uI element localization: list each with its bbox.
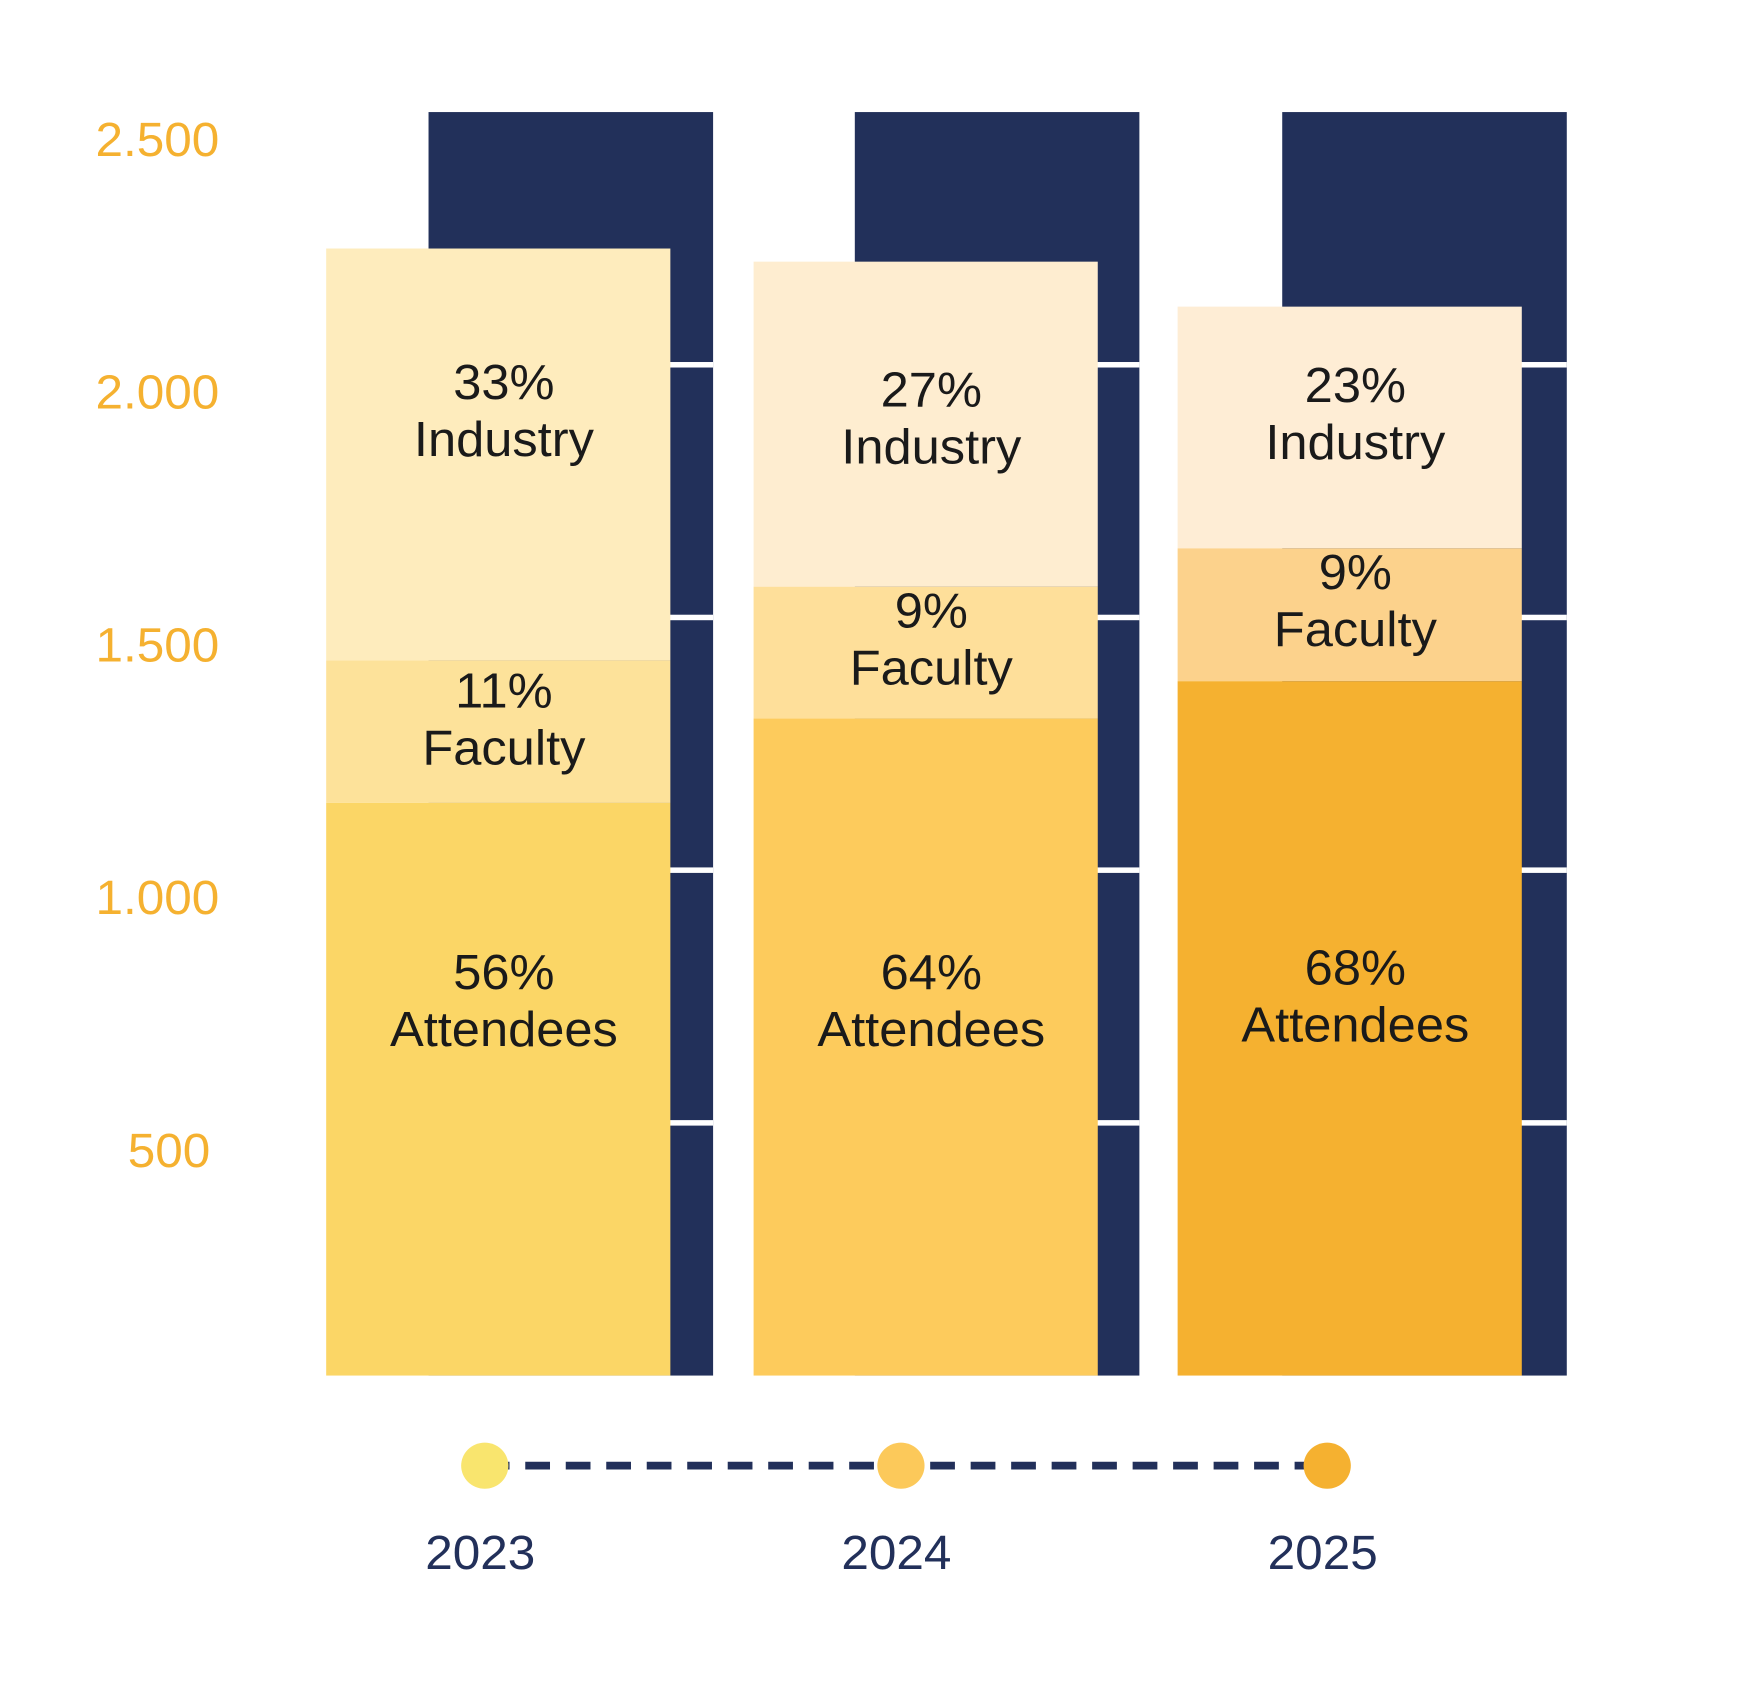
x-category-label: 2024 — [841, 1526, 951, 1579]
y-tick-label: 2.500 — [96, 114, 220, 167]
y-axis-labels: 500 1.000 1.500 2.000 2.500 — [96, 114, 220, 1178]
segment-name-label: Attendees — [817, 1001, 1045, 1056]
bar-segment-industry-2025 — [1177, 306, 1522, 549]
segment-name-label: Attendees — [1241, 997, 1469, 1052]
bar-segment-faculty-2024 — [753, 586, 1098, 719]
segment-percent-label: 9% — [895, 583, 968, 638]
y-tick-label: 500 — [128, 1124, 211, 1177]
segment-percent-label: 11% — [455, 663, 553, 718]
segment-name-label: Industry — [414, 411, 594, 466]
timeline-dot-2024 — [877, 1442, 925, 1489]
segment-name-label: Industry — [841, 419, 1021, 474]
segment-name-label: Faculty — [422, 720, 585, 775]
bar-segment-attendees-2025 — [1177, 681, 1522, 1376]
bar-segment-faculty-2023 — [326, 660, 671, 803]
y-tick-label: 2.000 — [96, 366, 220, 419]
segment-percent-label: 9% — [1319, 544, 1392, 599]
segment-name-label: Faculty — [850, 640, 1013, 695]
bar-segment-industry-2023 — [326, 248, 671, 661]
x-category-label: 2023 — [425, 1526, 535, 1579]
segment-name-label: Industry — [1265, 415, 1445, 470]
segment-percent-label: 23% — [1305, 358, 1406, 413]
year-timeline: 2023 2024 2025 — [425, 1442, 1378, 1580]
segment-percent-label: 68% — [1305, 940, 1406, 995]
stacked-bars: 56%Attendees11%Faculty33%Industry64%Atte… — [326, 248, 1522, 1376]
bar-segment-faculty-2025 — [1177, 548, 1522, 682]
bar-segment-attendees-2024 — [753, 718, 1098, 1376]
x-category-label: 2025 — [1268, 1526, 1378, 1579]
y-tick-label: 1.000 — [96, 872, 220, 925]
segment-percent-label: 27% — [881, 362, 982, 417]
segment-percent-label: 64% — [881, 944, 982, 999]
segment-percent-label: 33% — [453, 354, 554, 409]
timeline-dot-2023 — [461, 1442, 509, 1489]
segment-name-label: Faculty — [1274, 602, 1437, 657]
segment-name-label: Attendees — [390, 1001, 618, 1056]
segment-percent-label: 56% — [453, 944, 554, 999]
bar-segment-attendees-2023 — [326, 802, 671, 1376]
bar-segment-industry-2024 — [753, 261, 1098, 587]
y-tick-label: 1.500 — [96, 619, 220, 672]
timeline-dot-2025 — [1303, 1442, 1351, 1489]
